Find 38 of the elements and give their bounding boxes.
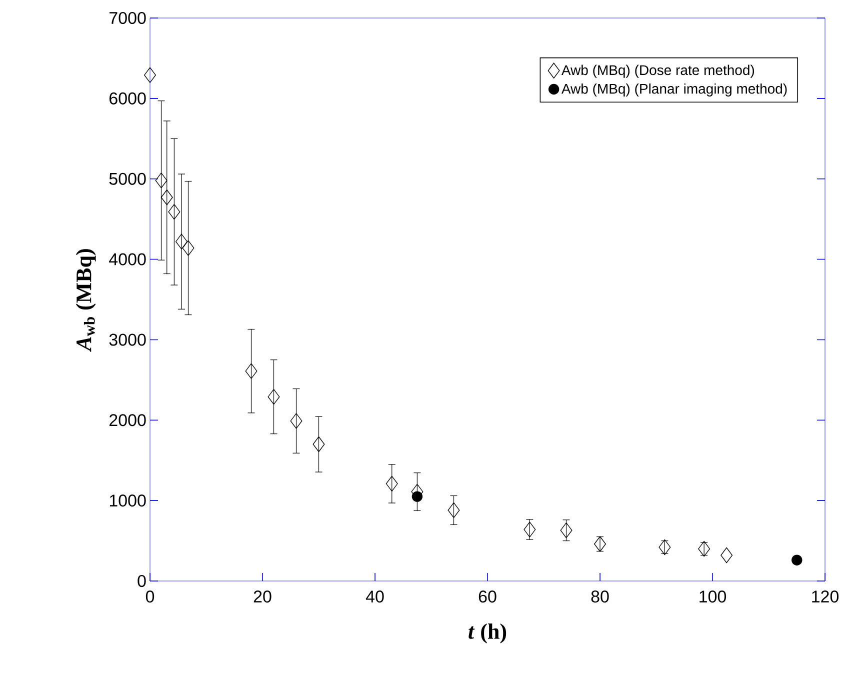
point xyxy=(245,363,258,379)
point xyxy=(560,522,572,538)
x-tick-label: 40 xyxy=(366,590,384,603)
y-tick-label: 3000 xyxy=(109,334,146,346)
x-tick-label: 60 xyxy=(478,590,496,603)
point xyxy=(268,388,280,405)
point xyxy=(524,522,536,538)
point xyxy=(386,476,398,492)
point xyxy=(312,436,325,452)
point xyxy=(168,204,180,220)
point xyxy=(412,491,423,502)
point xyxy=(290,413,302,429)
x-tick-label: 0 xyxy=(146,590,154,603)
point xyxy=(720,547,733,564)
y-tick-label: 2000 xyxy=(110,414,146,426)
point xyxy=(155,172,168,188)
x-tick-label: 120 xyxy=(812,590,839,603)
point xyxy=(448,502,460,518)
point xyxy=(658,539,671,556)
y-axis-title: A$_{wb}$ (MBq) xyxy=(76,249,96,352)
y-tick-label: 5000 xyxy=(109,172,146,185)
legend-label: Awb (MBq) (Dose rate method) xyxy=(561,64,754,78)
y-tick-label: 4000 xyxy=(109,253,146,266)
point xyxy=(176,234,188,250)
y-tick-label: 6000 xyxy=(110,92,146,104)
point xyxy=(698,540,710,557)
x-tick-label: 100 xyxy=(700,590,726,603)
y-tick-label: 7000 xyxy=(110,12,146,24)
legend-label: Awb (MBq) (Planar imaging method) xyxy=(561,83,787,97)
point xyxy=(160,190,173,206)
x-tick-label: 80 xyxy=(591,590,609,603)
x-axis-title: t (h) xyxy=(468,623,506,644)
y-tick-label: 0 xyxy=(138,574,146,588)
point xyxy=(144,67,156,83)
y-tick-label: 1000 xyxy=(110,494,146,507)
point xyxy=(182,240,194,256)
point xyxy=(792,554,802,566)
x-tick-label: 20 xyxy=(254,590,272,603)
